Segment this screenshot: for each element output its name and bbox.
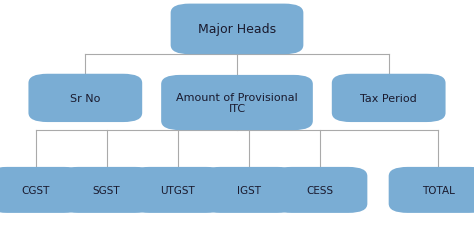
Text: CESS: CESS — [306, 185, 334, 195]
FancyBboxPatch shape — [59, 167, 154, 213]
Text: IGST: IGST — [237, 185, 261, 195]
FancyBboxPatch shape — [273, 167, 367, 213]
Text: Tax Period: Tax Period — [360, 93, 417, 104]
FancyBboxPatch shape — [201, 167, 296, 213]
Text: UTGST: UTGST — [160, 185, 195, 195]
FancyBboxPatch shape — [0, 167, 83, 213]
Text: CGST: CGST — [21, 185, 50, 195]
Text: Major Heads: Major Heads — [198, 23, 276, 36]
Text: SGST: SGST — [93, 185, 120, 195]
FancyBboxPatch shape — [28, 74, 142, 123]
FancyBboxPatch shape — [161, 76, 313, 131]
FancyBboxPatch shape — [130, 167, 225, 213]
FancyBboxPatch shape — [171, 5, 303, 55]
FancyBboxPatch shape — [389, 167, 474, 213]
FancyBboxPatch shape — [332, 74, 446, 123]
Text: Amount of Provisional
ITC: Amount of Provisional ITC — [176, 92, 298, 114]
Text: TOTAL: TOTAL — [422, 185, 455, 195]
Text: Sr No: Sr No — [70, 93, 100, 104]
